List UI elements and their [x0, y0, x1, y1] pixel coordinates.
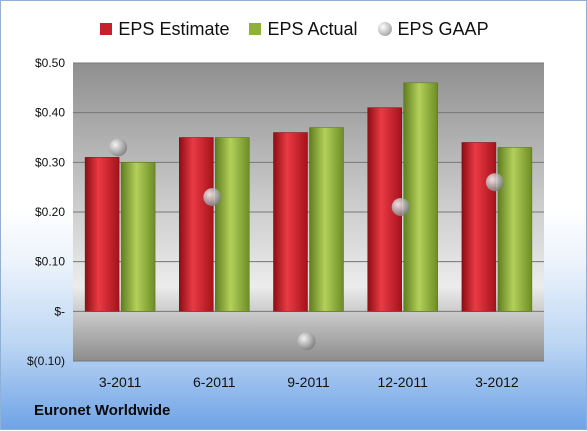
- marker-eps-gaap: [297, 332, 316, 351]
- bar-eps-actual: [309, 127, 344, 312]
- y-tick-label: $(0.10): [27, 354, 65, 368]
- bar-eps-actual: [403, 82, 438, 312]
- legend-swatch-estimate: [100, 23, 113, 35]
- y-tick-label: $0.10: [35, 255, 65, 269]
- x-tick-label: 3-2012: [475, 374, 519, 390]
- y-tick-label: $0.20: [35, 205, 65, 219]
- legend-swatch-actual: [249, 23, 262, 35]
- marker-eps-gaap: [203, 188, 222, 207]
- bar-eps-actual: [215, 137, 250, 312]
- legend-item-eps-gaap: EPS GAAP: [377, 18, 489, 40]
- company-name: Euronet Worldwide: [34, 402, 171, 419]
- y-tick-label: $0.40: [35, 106, 65, 120]
- chart-legend: EPS Estimate EPS Actual EPS GAAP: [1, 16, 587, 42]
- bar-eps-estimate: [179, 137, 214, 312]
- x-tick-label: 3-2011: [99, 374, 142, 390]
- y-tick-label: $0.30: [35, 155, 65, 169]
- marker-eps-gaap: [391, 198, 410, 217]
- bar-eps-estimate: [461, 142, 497, 312]
- y-tick-label: $0.50: [35, 56, 65, 70]
- x-tick-label: 6-2011: [193, 374, 236, 390]
- legend-label-actual: EPS Actual: [267, 18, 358, 39]
- bar-eps-actual: [120, 162, 156, 312]
- legend-item-eps-actual: EPS Actual: [249, 18, 358, 40]
- marker-eps-gaap: [485, 173, 504, 192]
- bar-eps-estimate: [84, 157, 120, 312]
- legend-label-gaap: EPS GAAP: [397, 18, 489, 39]
- marker-eps-gaap: [109, 138, 128, 157]
- x-tick-label: 9-2011: [287, 374, 330, 390]
- bar-eps-actual: [497, 147, 533, 312]
- y-tick-label: $-: [54, 304, 65, 318]
- legend-item-eps-estimate: EPS Estimate: [100, 19, 229, 40]
- legend-label-estimate: EPS Estimate: [118, 18, 230, 39]
- legend-marker-gaap: [377, 22, 392, 36]
- bar-eps-estimate: [273, 132, 308, 312]
- x-tick-label: 12-2011: [378, 374, 429, 390]
